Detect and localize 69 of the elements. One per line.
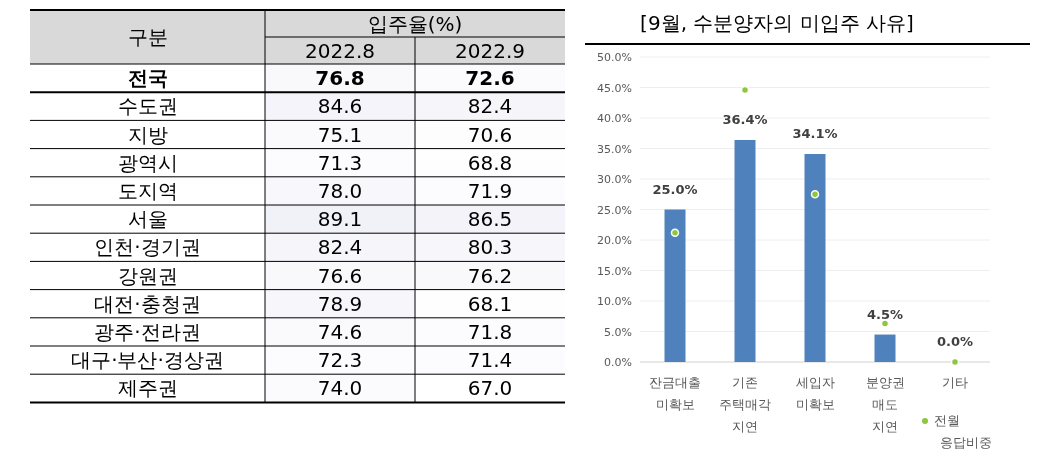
- y-tick-label: 수도권: [117, 94, 178, 119]
- y-tick-label: 광주·전라권: [94, 319, 201, 344]
- data-label: 71.4: [467, 348, 513, 373]
- bar: [874, 334, 896, 362]
- data-label: 80.3: [467, 235, 513, 260]
- data-label: 76.8: [315, 66, 365, 91]
- data-label: 78.0: [317, 178, 363, 203]
- data-label: 71.3: [317, 150, 363, 175]
- y-tick-label: 대전·충청권: [94, 291, 201, 316]
- bar: [664, 209, 686, 362]
- y-tick-label: 5.0%: [604, 325, 632, 339]
- y-tick-label: 전국: [127, 66, 168, 91]
- data-label: 70.6: [467, 122, 513, 147]
- data-label: 76.6: [317, 263, 363, 288]
- data-label: 67.0: [467, 376, 513, 401]
- x-tick-label: 세입자 미확보: [795, 375, 835, 412]
- y-tick-label: 35.0%: [597, 142, 632, 156]
- bar: [734, 139, 756, 362]
- y-axis-title: 구분: [127, 25, 168, 49]
- y-tick-label: 제주권: [117, 376, 178, 401]
- x-tick-label: 2022.8: [305, 38, 375, 63]
- data-label: 25.0%: [652, 181, 698, 197]
- data-label: 82.4: [317, 235, 363, 260]
- point: [810, 190, 820, 199]
- x-tick-label: 2022.9: [455, 38, 525, 63]
- y-tick-label: 15.0%: [597, 264, 632, 278]
- data-label: 71.9: [467, 178, 513, 203]
- y-tick-label: 도지역: [117, 178, 178, 203]
- data-label: 71.8: [467, 319, 513, 344]
- bar: [804, 153, 826, 362]
- y-tick-label: 인천·경기권: [94, 235, 201, 260]
- data-label: 74.0: [317, 376, 363, 401]
- data-label: 82.4: [467, 94, 513, 119]
- data-label: 72.6: [465, 66, 515, 91]
- legend-label: 전월 응답비중: [934, 413, 992, 450]
- y-tick-label: 30.0%: [597, 173, 632, 186]
- y-tick-label: 40.0%: [597, 112, 632, 125]
- data-label: 75.1: [317, 122, 363, 147]
- data-label: 76.2: [467, 263, 513, 288]
- y-tick-label: 50.0%: [597, 51, 632, 64]
- y-tick-label: 45.0%: [597, 81, 632, 95]
- y-tick-label: 20.0%: [597, 234, 632, 247]
- point: [670, 228, 680, 237]
- x-tick-label: 잔금대출 미확보: [649, 375, 701, 412]
- y-tick-label: 10.0%: [597, 295, 632, 308]
- data-label: 68.8: [467, 150, 513, 175]
- data-label: 34.1%: [792, 125, 838, 141]
- x-tick-label: 기타: [942, 375, 968, 390]
- chart-title: 입주율(%): [367, 11, 463, 36]
- data-label: 4.5%: [866, 306, 904, 322]
- y-tick-label: 강원권: [117, 263, 178, 288]
- x-tick-label: 분양권 매도 지연: [865, 375, 905, 434]
- x-tick-label: 기존 주택매각 지연: [719, 375, 771, 434]
- y-tick-label: 대구·부산·경상권: [71, 348, 224, 373]
- y-tick-label: 광역시: [117, 150, 178, 175]
- data-label: 36.4%: [722, 111, 768, 127]
- data-label: 89.1: [317, 207, 363, 232]
- data-label: 68.1: [467, 291, 513, 316]
- y-tick-label: 지방: [127, 122, 168, 147]
- data-label: 78.9: [317, 291, 363, 316]
- y-tick-label: 25.0%: [597, 203, 632, 217]
- data-label: 84.6: [317, 94, 363, 119]
- data-label: 74.6: [317, 319, 363, 344]
- chart-title: [9월, 수분양자의 미입주 사유]: [640, 11, 914, 35]
- data-label: 72.3: [317, 348, 363, 373]
- y-tick-label: 0.0%: [604, 356, 632, 369]
- y-tick-label: 서울: [127, 207, 168, 232]
- data-label: 0.0%: [936, 334, 974, 349]
- data-label: 86.5: [467, 207, 513, 232]
